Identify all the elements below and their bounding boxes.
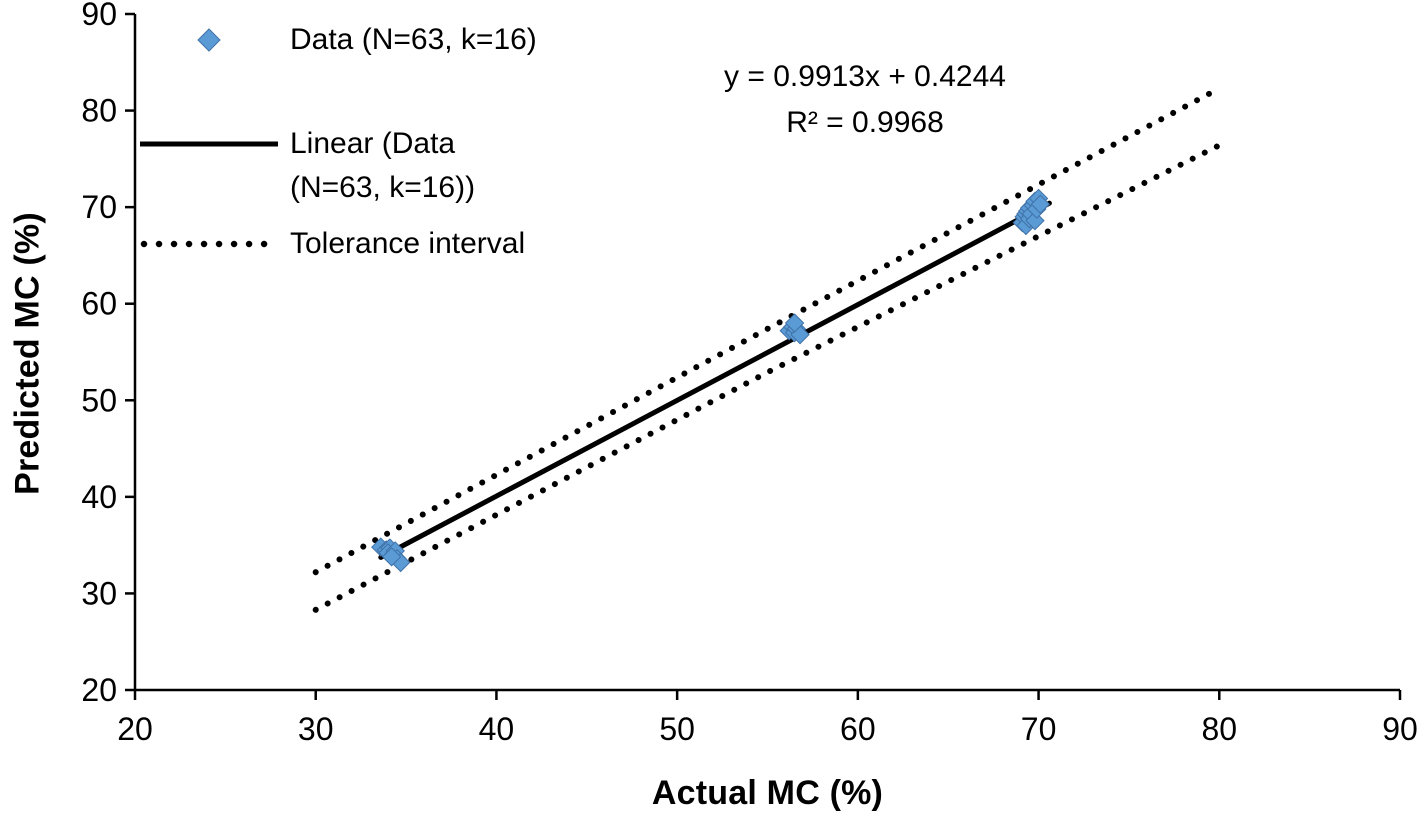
trendline-annotation: y = 0.9913x + 0.4244 R² = 0.9968 — [585, 54, 1145, 146]
diamond-marker-icon — [140, 18, 278, 62]
trend-line — [378, 200, 1052, 560]
trendline-equation: y = 0.9913x + 0.4244 — [724, 60, 1006, 93]
dotted-line-marker-icon — [140, 222, 278, 266]
y-tick-label: 30 — [81, 575, 117, 611]
x-tick-label: 60 — [840, 711, 876, 747]
legend-label-linear: Linear (Data (N=63, k=16)) — [290, 122, 475, 210]
y-tick-label: 80 — [81, 93, 117, 129]
x-tick-label: 90 — [1382, 711, 1418, 747]
legend-label-tolerance: Tolerance interval — [290, 227, 526, 260]
legend-item-data: Data (N=63, k=16) — [140, 18, 537, 62]
legend-label-linear-line2: (N=63, k=16)) — [290, 171, 476, 204]
x-tick-label: 40 — [479, 711, 515, 747]
legend-label-data: Data (N=63, k=16) — [290, 23, 537, 56]
data-point — [784, 313, 805, 333]
legend-label-linear-line1: Linear (Data — [290, 127, 456, 160]
data-point — [1030, 194, 1051, 214]
x-tick-label: 20 — [117, 711, 153, 747]
tolerance-upper-line — [312, 85, 1223, 576]
y-tick-label: 90 — [81, 0, 117, 32]
x-tick-label: 80 — [1201, 711, 1237, 747]
y-tick-label: 50 — [81, 382, 117, 418]
legend-item-tolerance: Tolerance interval — [140, 222, 525, 266]
tolerance-lower-line — [312, 142, 1223, 613]
x-tick-label: 70 — [1021, 711, 1057, 747]
y-axis-title: Predicted MC (%) — [8, 212, 47, 495]
data-point — [381, 547, 402, 567]
data-point — [1025, 210, 1045, 231]
x-tick-label: 30 — [298, 711, 334, 747]
legend-item-linear: Linear (Data (N=63, k=16)) — [140, 122, 475, 210]
x-tick-label: 50 — [659, 711, 695, 747]
y-tick-label: 40 — [81, 479, 117, 515]
y-tick-label: 20 — [81, 672, 117, 708]
y-tick-label: 70 — [81, 189, 117, 225]
solid-line-marker-icon — [140, 122, 278, 166]
y-tick-label: 60 — [81, 286, 117, 322]
r-squared-value: R² = 0.9968 — [786, 106, 944, 139]
x-axis-title: Actual MC (%) — [651, 774, 884, 812]
